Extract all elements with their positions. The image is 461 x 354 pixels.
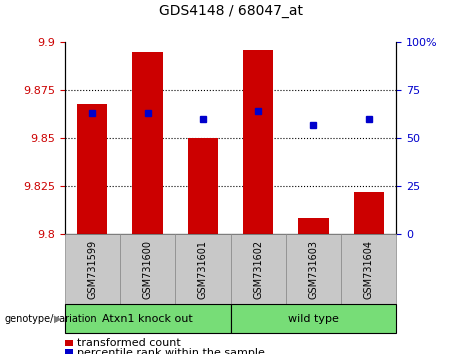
Bar (354, 192, 384, 234)
Text: GSM731601: GSM731601 (198, 240, 208, 298)
Bar (298, 218, 329, 234)
Text: GSM731599: GSM731599 (87, 239, 97, 299)
Text: Atxn1 knock out: Atxn1 knock out (102, 314, 193, 324)
Text: GSM731600: GSM731600 (142, 240, 153, 298)
Text: GDS4148 / 68047_at: GDS4148 / 68047_at (159, 4, 302, 18)
Text: GSM731604: GSM731604 (364, 240, 374, 298)
Text: transformed count: transformed count (77, 338, 181, 348)
Text: percentile rank within the sample: percentile rank within the sample (77, 348, 266, 354)
Text: GSM731602: GSM731602 (253, 239, 263, 299)
Bar (77, 104, 107, 234)
Bar (132, 52, 163, 234)
Text: genotype/variation: genotype/variation (5, 314, 97, 324)
Bar (243, 50, 273, 234)
Text: ▶: ▶ (54, 314, 61, 324)
Text: wild type: wild type (288, 314, 339, 324)
Text: GSM731603: GSM731603 (308, 240, 319, 298)
Bar (188, 138, 218, 234)
